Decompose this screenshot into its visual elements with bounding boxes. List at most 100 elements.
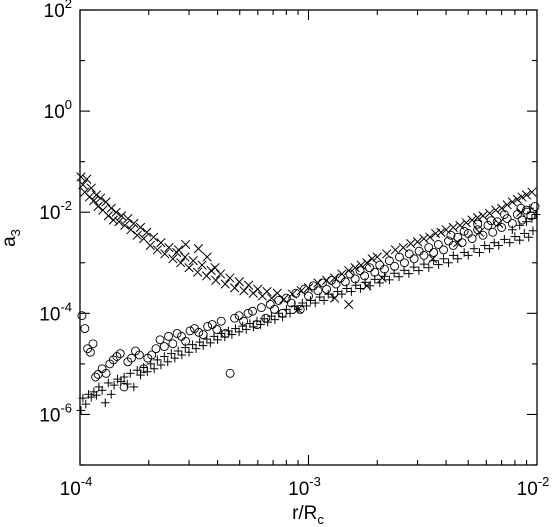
data-point-plus xyxy=(160,352,169,361)
data-point-cross xyxy=(108,215,119,225)
data-point-cross xyxy=(478,211,488,221)
data-point-cross xyxy=(142,227,152,237)
data-point-plus xyxy=(92,390,101,400)
data-point-cross xyxy=(441,225,451,235)
data-point-circle xyxy=(286,298,296,308)
data-point-cross xyxy=(164,242,174,253)
data-point-circle xyxy=(203,322,213,331)
data-point-plus xyxy=(249,322,258,332)
data-point-plus xyxy=(494,241,504,250)
data-point-cross xyxy=(111,207,121,217)
data-point-plus xyxy=(146,359,156,369)
data-point-plus xyxy=(198,341,208,350)
data-point-circle xyxy=(488,227,498,237)
data-point-circle xyxy=(409,254,419,264)
data-point-circle xyxy=(453,232,463,242)
data-point-cross xyxy=(362,258,372,268)
data-point-cross xyxy=(367,254,377,264)
data-point-cross xyxy=(206,265,216,276)
data-point-circle xyxy=(313,286,323,296)
data-point-plus xyxy=(278,312,287,322)
data-point-plus xyxy=(153,355,162,365)
data-point-circle xyxy=(168,339,178,349)
data-point-circle xyxy=(340,277,350,287)
data-point-circle xyxy=(429,248,439,257)
data-point-cross xyxy=(192,267,203,277)
data-point-cross xyxy=(76,172,86,182)
data-point-plus xyxy=(76,406,86,415)
data-point-plus xyxy=(380,272,389,281)
y-tick-exponent: -6 xyxy=(60,400,72,415)
x-tick-label: 10-3 xyxy=(288,474,321,500)
data-point-plus xyxy=(282,305,291,314)
data-point-plus xyxy=(142,367,152,377)
data-point-circle xyxy=(239,316,249,326)
data-point-cross xyxy=(181,239,191,250)
data-point-plus xyxy=(100,398,110,408)
data-point-plus xyxy=(439,254,448,264)
data-point-circle xyxy=(526,211,536,221)
data-point-plus xyxy=(375,278,385,288)
data-point-plus xyxy=(184,347,194,357)
data-point-circle xyxy=(248,306,257,316)
y-tick-exponent: 2 xyxy=(65,0,72,11)
data-point-circle xyxy=(101,368,111,378)
data-point-circle xyxy=(261,313,271,323)
data-point-circle xyxy=(164,331,173,341)
data-point-plus xyxy=(475,248,484,257)
data-point-cross xyxy=(344,299,354,310)
data-point-plus xyxy=(463,251,473,260)
data-point-circle xyxy=(281,293,291,303)
data-point-cross xyxy=(120,220,130,231)
data-point-plus xyxy=(389,268,399,278)
data-point-circle xyxy=(478,230,488,240)
data-point-plus xyxy=(419,259,429,269)
data-point-circle xyxy=(424,243,434,253)
data-point-plus xyxy=(149,364,159,374)
x-tick-base: 10 xyxy=(288,479,309,500)
data-point-plus xyxy=(256,320,265,329)
data-point-plus xyxy=(524,232,534,242)
data-point-circle xyxy=(331,279,341,289)
data-point-cross xyxy=(496,203,507,213)
data-point-plus xyxy=(122,379,132,389)
data-point-cross xyxy=(123,213,133,224)
data-point-circle xyxy=(115,349,125,359)
data-point-cross xyxy=(321,275,332,285)
data-point-cross xyxy=(467,215,477,225)
data-point-circle xyxy=(304,291,313,301)
data-point-cross xyxy=(412,237,423,247)
data-point-plus xyxy=(399,265,409,275)
data-point-plus xyxy=(328,292,338,302)
data-point-cross xyxy=(517,192,527,202)
data-point-cross xyxy=(116,211,127,221)
y-tick-label: 10-4 xyxy=(39,299,72,325)
data-point-cross xyxy=(491,205,501,215)
data-point-plus xyxy=(136,370,145,380)
data-point-circle xyxy=(444,236,453,246)
plot-frame xyxy=(79,9,538,466)
data-point-cross xyxy=(168,254,178,264)
data-point-plus xyxy=(323,289,333,299)
data-point-plus xyxy=(129,382,139,392)
data-point-plus xyxy=(195,337,204,347)
data-point-plus xyxy=(370,275,380,284)
data-point-circle xyxy=(439,245,449,255)
data-point-plus xyxy=(302,301,311,311)
data-point-circle xyxy=(265,299,275,309)
x-axis-title-main: r/R xyxy=(292,503,317,524)
data-point-plus xyxy=(132,365,142,375)
data-point-circle xyxy=(345,269,355,279)
data-point-plus xyxy=(485,244,494,253)
data-point-cross xyxy=(425,232,435,242)
data-point-cross xyxy=(234,277,244,287)
data-point-plus xyxy=(306,296,315,305)
data-point-cross xyxy=(95,193,106,203)
x-tick-base: 10 xyxy=(517,479,538,500)
data-point-cross xyxy=(172,247,182,258)
data-point-circle xyxy=(516,203,526,213)
data-point-plus xyxy=(528,226,538,236)
data-point-circle xyxy=(473,225,483,235)
y-tick-base: 10 xyxy=(44,102,65,123)
